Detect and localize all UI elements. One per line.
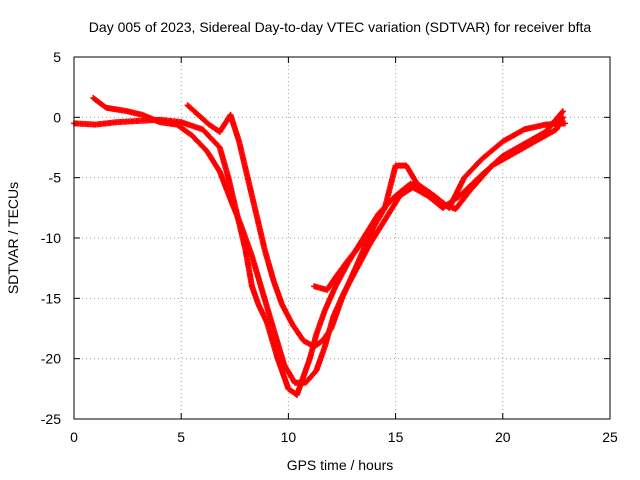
y-tick-label: 0 [53, 109, 61, 125]
y-tick-label: -25 [41, 411, 61, 427]
y-tick-label: -10 [41, 230, 61, 246]
y-tick-label: -20 [41, 351, 61, 367]
series-track-3 [184, 102, 568, 350]
x-tick-label: 5 [177, 429, 185, 445]
x-tick-label: 20 [495, 429, 511, 445]
x-tick-label: 25 [602, 429, 618, 445]
data-point [369, 230, 376, 237]
data-point [561, 120, 568, 127]
y-tick-label: -15 [41, 290, 61, 306]
data-point [371, 228, 378, 235]
x-tick-label: 10 [281, 429, 297, 445]
series-track-4 [311, 228, 378, 293]
data-point [559, 108, 566, 115]
y-axis-label: SDTVAR / TECUs [5, 182, 21, 294]
y-tick-label: 5 [53, 49, 61, 65]
x-tick-label: 0 [70, 429, 78, 445]
chart-title: Day 005 of 2023, Sidereal Day-to-day VTE… [89, 19, 592, 35]
data-point [559, 114, 566, 121]
y-tick-label: -5 [49, 170, 62, 186]
data-points [71, 95, 568, 398]
axis-ticks: 0 5 10 15 20 25 -25 -20 -15 -10 -5 0 5 [41, 49, 618, 445]
x-axis-label: GPS time / hours [287, 457, 394, 473]
x-tick-label: 15 [388, 429, 404, 445]
